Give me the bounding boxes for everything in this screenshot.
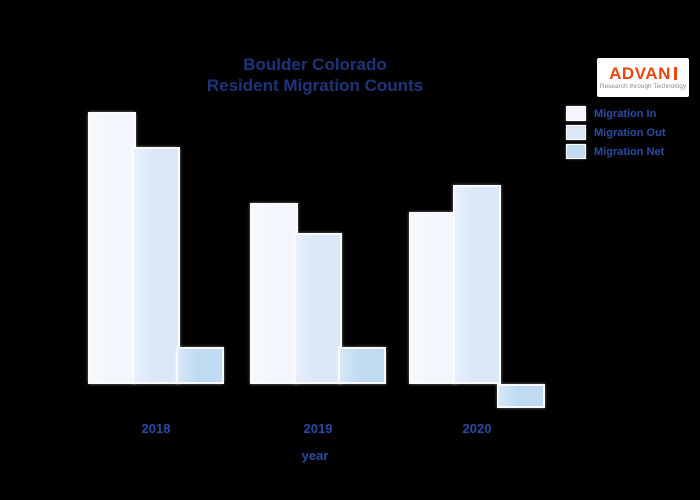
chart-title-line1: Boulder Colorado: [243, 55, 387, 74]
chart-title-line2: Resident Migration Counts: [206, 76, 424, 95]
legend-item-migration-net: Migration Net: [566, 142, 666, 161]
legend-label-migration-out: Migration Out: [594, 126, 666, 139]
chart-title: Boulder Colorado Resident Migration Coun…: [85, 54, 545, 96]
bar-migration-in-2019: [250, 203, 298, 384]
legend-label-migration-in: Migration In: [594, 107, 657, 120]
x-tick-2018: 2018: [141, 421, 171, 436]
advan-logo-bar-icon: [673, 66, 677, 80]
bar-migration-net-2018: [176, 347, 224, 384]
legend-swatch-migration-out: [566, 125, 586, 140]
advan-logo-text: ADVAN: [609, 63, 671, 83]
bar-migration-out-2019: [294, 233, 342, 384]
bar-migration-net-2019: [338, 347, 386, 384]
x-tick-2019: 2019: [303, 421, 333, 436]
legend-swatch-migration-in: [566, 106, 586, 121]
advan-logo-wordmark: ADVAN: [609, 65, 677, 82]
bar-migration-in-2018: [88, 112, 136, 384]
bar-migration-in-2020: [409, 212, 457, 384]
bar-migration-out-2018: [132, 147, 180, 384]
bar-migration-out-2020: [453, 185, 501, 384]
legend: Migration In Migration Out Migration Net: [566, 104, 666, 161]
advan-logo: ADVAN Research through Technology: [597, 58, 689, 97]
legend-item-migration-out: Migration Out: [566, 123, 666, 142]
legend-item-migration-in: Migration In: [566, 104, 666, 123]
legend-swatch-migration-net: [566, 144, 586, 159]
legend-label-migration-net: Migration Net: [594, 145, 665, 158]
bar-migration-net-2020: [497, 384, 545, 408]
advan-logo-tagline: Research through Technology: [599, 82, 687, 90]
x-axis-title: year: [301, 448, 329, 463]
x-tick-2020: 2020: [462, 421, 492, 436]
